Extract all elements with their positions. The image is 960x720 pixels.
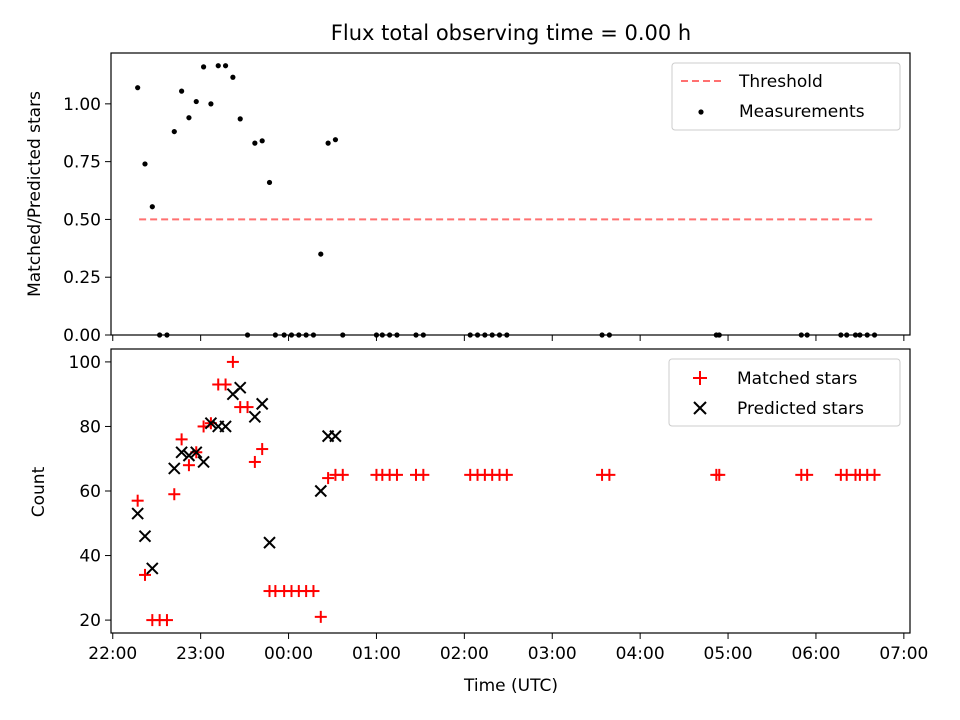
- measurement-point: [332, 137, 339, 143]
- measurement-point: [215, 63, 221, 69]
- count-y-tick-label: 60: [79, 482, 101, 502]
- predicted-star-point: [138, 529, 152, 543]
- predicted-star-point: [146, 562, 159, 575]
- matched-star-point: [168, 488, 181, 501]
- matched-star-point: [603, 468, 616, 481]
- measurement-point: [222, 63, 229, 69]
- matched-star-point: [131, 494, 144, 507]
- ratio-plot-panel: 0.00 0.25 0.50 0.75 1.00 Matched/Predicted s…: [25, 52, 911, 346]
- measurement-point: [186, 115, 192, 121]
- matched-star-point: [256, 443, 269, 456]
- matched-star-point: [160, 614, 173, 627]
- ratio-plot-frame: [110, 52, 911, 336]
- matched-star-point: [500, 468, 513, 481]
- predicted-star-point: [131, 507, 144, 520]
- matched-star-point: [307, 585, 320, 598]
- measurement-point: [259, 138, 265, 144]
- count-legend-box: [668, 358, 901, 427]
- ratio-legend-box: [671, 62, 901, 131]
- matched-star-point: [868, 468, 881, 481]
- predicted-star-point: [190, 446, 203, 459]
- ratio-y-tick-label: 0.25: [63, 268, 101, 288]
- measurement-point: [142, 161, 148, 167]
- x-tick-label: 02:00: [440, 644, 489, 664]
- ratio-legend: Threshold Measurements: [671, 62, 901, 131]
- predicted-star-point: [197, 455, 210, 469]
- count-plot-panel: 20 40 60 80 100 22:00 23:00 00:00 01:00 02:00 03:…: [29, 348, 928, 696]
- legend-measurements-label: Measurements: [739, 102, 865, 122]
- predicted-star-point: [219, 420, 232, 433]
- x-axis-label: Time (UTC): [463, 676, 558, 696]
- matched-star-point: [713, 468, 726, 481]
- ratio-y-tick-label: 0.75: [63, 153, 101, 173]
- count-y-tick-label: 20: [79, 611, 101, 631]
- x-tick-label: 03:00: [528, 644, 577, 664]
- predicted-star-point: [263, 536, 276, 549]
- measurement-point: [325, 140, 331, 146]
- legend-matched-label: Matched stars: [737, 369, 857, 389]
- legend-measurements-swatch: [698, 109, 704, 115]
- matched-star-point: [182, 459, 195, 472]
- legend-threshold-label: Threshold: [738, 72, 823, 92]
- count-y-tick-label: 80: [79, 417, 101, 437]
- x-tick-label: 01:00: [352, 644, 401, 664]
- predicted-star-point: [175, 446, 188, 459]
- x-tick-label: 04:00: [616, 644, 665, 664]
- measurement-point: [230, 74, 236, 80]
- matched-star-point: [417, 468, 430, 481]
- legend-matched-swatch: [693, 371, 707, 385]
- measurement-point: [208, 101, 214, 107]
- predicted-star-point: [329, 429, 342, 443]
- measurement-point: [200, 64, 207, 70]
- measurement-point: [266, 179, 273, 186]
- matched-star-point: [390, 468, 403, 481]
- measurement-point: [171, 128, 177, 135]
- measurement-point: [318, 251, 324, 257]
- matched-star-point: [219, 378, 232, 391]
- count-y-tick-label: 40: [79, 547, 101, 567]
- count-plot-frame: [110, 348, 911, 634]
- measurement-point: [149, 204, 155, 210]
- measurement-point: [193, 98, 199, 105]
- count-y-axis-label: Count: [29, 466, 49, 517]
- measurement-point: [135, 85, 141, 91]
- measurement-point: [237, 116, 243, 122]
- count-legend: Matched stars Predicted stars: [668, 358, 901, 427]
- ratio-y-tick-label: 0.50: [63, 210, 101, 230]
- legend-predicted-swatch: [693, 401, 707, 415]
- predicted-star-point: [255, 397, 269, 411]
- predicted-star-point: [204, 417, 218, 430]
- matched-star-point: [801, 468, 814, 481]
- predicted-star-point: [168, 462, 181, 475]
- ratio-y-axis-label: Matched/Predicted stars: [25, 91, 45, 297]
- ratio-y-tick-label: 1.00: [63, 95, 101, 115]
- x-tick-label: 22:00: [88, 644, 137, 664]
- matched-star-point: [322, 472, 335, 485]
- matched-star-point: [175, 433, 188, 446]
- matched-star-point: [138, 568, 151, 581]
- x-tick-label: 06:00: [791, 644, 840, 664]
- matched-star-point: [241, 401, 254, 414]
- measurement-point: [252, 140, 258, 146]
- predicted-star-point: [248, 410, 262, 423]
- predicted-star-point: [234, 381, 247, 394]
- matched-star-point: [336, 468, 349, 481]
- predicted-star-point: [314, 484, 327, 498]
- matched-star-point: [248, 455, 261, 468]
- x-tick-label: 05:00: [704, 644, 753, 664]
- legend-predicted-label: Predicted stars: [737, 399, 864, 419]
- matched-star-point: [314, 610, 327, 623]
- chart-title: Flux total observing time = 0.00 h: [331, 21, 691, 45]
- count-y-tick-label: 100: [69, 353, 101, 373]
- predicted-star-point: [182, 449, 196, 462]
- matched-star-point: [226, 355, 239, 368]
- x-tick-label: 00:00: [264, 644, 313, 664]
- ratio-y-tick-label: 0.00: [63, 326, 101, 346]
- x-tick-label: 23:00: [176, 644, 225, 664]
- measurement-point: [179, 88, 185, 94]
- x-tick-label: 07:00: [879, 644, 928, 664]
